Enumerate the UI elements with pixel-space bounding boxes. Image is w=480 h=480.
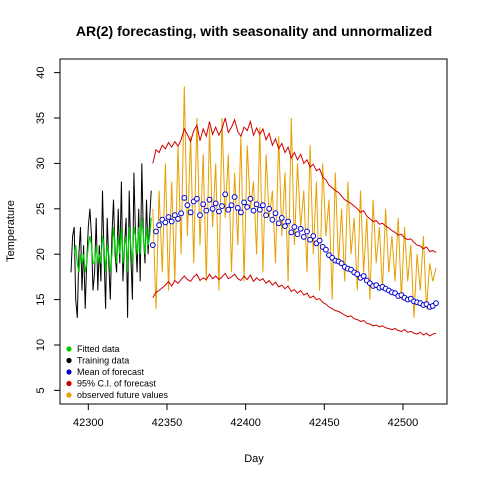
forecast-mean-point bbox=[304, 228, 310, 235]
forecast-mean-point bbox=[310, 233, 317, 239]
forecast-mean-point bbox=[278, 215, 285, 221]
forecast-mean-point bbox=[181, 195, 188, 201]
x-tick-label: 42350 bbox=[152, 417, 183, 429]
legend-label: observed future values bbox=[77, 390, 169, 400]
forecast-mean-point bbox=[184, 202, 191, 209]
forecast-mean-point bbox=[307, 236, 314, 243]
axes-layer: 42300 42350 42400 42450 42500 5 10 15 20 25 30 35 40 bbox=[35, 66, 418, 429]
legend-label: Fitted data bbox=[77, 344, 120, 354]
forecast-mean-point bbox=[256, 206, 263, 213]
x-tick-label: 42500 bbox=[388, 417, 419, 429]
legend-label: 95% C.I. of forecast bbox=[77, 379, 157, 389]
forecast-mean-point bbox=[194, 195, 200, 202]
legend-label: Mean of forecast bbox=[77, 367, 145, 377]
ci-lower-line bbox=[152, 272, 437, 337]
ci-upper-line bbox=[152, 117, 437, 253]
forecast-mean-point bbox=[162, 219, 169, 226]
x-tick-label: 42300 bbox=[73, 417, 104, 429]
y-tick-label: 10 bbox=[35, 339, 47, 351]
legend-label: Training data bbox=[77, 356, 129, 366]
forecast-mean-point bbox=[338, 260, 345, 267]
forecast-mean-point bbox=[360, 273, 367, 279]
forecast-mean-point bbox=[225, 206, 232, 213]
forecast-mean-point bbox=[263, 212, 270, 219]
forecast-mean-point bbox=[234, 205, 241, 211]
forecast-mean-point bbox=[247, 195, 254, 202]
forecast-mean-point bbox=[285, 218, 292, 225]
x-axis-label: Day bbox=[244, 453, 264, 465]
forecast-mean-point bbox=[165, 214, 172, 220]
fitted-data-line bbox=[73, 217, 152, 273]
y-tick-label: 20 bbox=[35, 248, 47, 260]
forecast-mean-point bbox=[260, 202, 266, 209]
forecast-mean-point bbox=[297, 225, 304, 232]
forecast-mean-point bbox=[244, 204, 251, 210]
plot-area bbox=[59, 58, 448, 405]
forecast-mean-point bbox=[187, 209, 194, 216]
forecast-mean-point bbox=[197, 212, 203, 219]
forecast-mean-point bbox=[222, 191, 229, 198]
forecast-mean-point bbox=[282, 223, 288, 230]
forecast-mean-point bbox=[275, 220, 282, 227]
forecast-mean-point bbox=[228, 202, 235, 209]
legend-swatch bbox=[66, 380, 72, 387]
y-tick-label: 15 bbox=[35, 293, 47, 305]
forecast-mean-point bbox=[168, 218, 175, 225]
y-axis-label: Temperature bbox=[5, 200, 17, 262]
legend-swatch bbox=[66, 357, 72, 364]
forecast-mean-point bbox=[291, 224, 298, 230]
forecast-mean-point bbox=[231, 194, 238, 200]
y-tick-label: 35 bbox=[35, 112, 47, 124]
forecast-mean-point bbox=[206, 196, 213, 203]
forecast-mean-point bbox=[175, 215, 181, 222]
forecast-mean-point bbox=[250, 207, 257, 214]
forecast-mean-point bbox=[253, 201, 260, 208]
forecast-mean-point bbox=[216, 208, 222, 215]
forecast-mean-point bbox=[269, 216, 276, 223]
forecast-mean-point bbox=[156, 222, 163, 229]
y-tick-label: 5 bbox=[35, 387, 47, 393]
forecast-mean-point bbox=[323, 246, 329, 253]
x-tick-label: 42400 bbox=[230, 417, 261, 429]
legend-swatch bbox=[66, 369, 72, 375]
forecast-mean-point bbox=[433, 300, 439, 307]
forecast-mean-point bbox=[219, 203, 225, 210]
x-tick-label: 42450 bbox=[309, 417, 340, 429]
forecast-mean-point bbox=[171, 212, 178, 219]
forecast-mean-point bbox=[153, 228, 159, 235]
forecast-mean-point bbox=[272, 210, 279, 217]
forecast-mean-point bbox=[200, 201, 207, 208]
forecast-mean-point bbox=[212, 200, 219, 207]
chart-title: AR(2) forecasting, with seasonality and … bbox=[76, 23, 432, 39]
forecast-mean-point bbox=[288, 229, 295, 236]
legend-swatch bbox=[66, 392, 72, 398]
observed-future-values-line bbox=[152, 86, 437, 318]
forecast-mean-point bbox=[266, 205, 273, 212]
y-tick-label: 25 bbox=[35, 203, 47, 215]
forecast-mean-point bbox=[149, 242, 156, 249]
forecast-mean-point bbox=[203, 207, 210, 214]
y-tick-label: 30 bbox=[35, 157, 47, 169]
forecast-mean-point bbox=[178, 210, 185, 217]
plot-layer bbox=[70, 86, 439, 337]
y-tick-label: 40 bbox=[35, 66, 47, 78]
forecast-mean-point bbox=[209, 205, 216, 212]
forecast-mean-point bbox=[300, 234, 307, 240]
forecast-mean-point bbox=[354, 271, 361, 278]
legend-swatch bbox=[66, 346, 72, 352]
forecast-mean-point bbox=[241, 199, 248, 206]
forecast-mean-point bbox=[294, 231, 301, 238]
forecast-mean-point bbox=[316, 237, 323, 244]
forecast-mean-point bbox=[238, 209, 244, 216]
